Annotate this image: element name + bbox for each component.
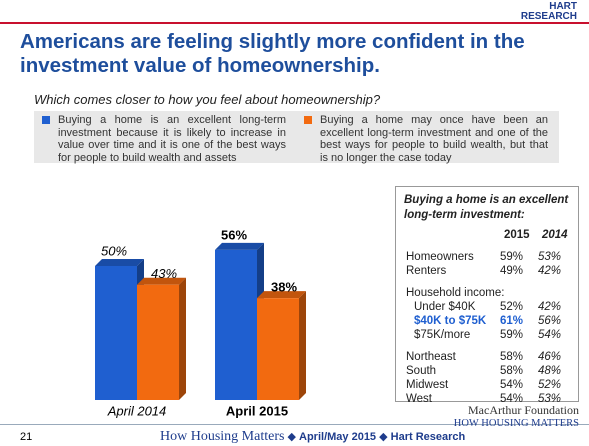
table-row: Renters 49% 42% [406,265,574,279]
cell: 48% [538,365,562,377]
title: Americans are feeling slightly more conf… [20,30,525,77]
table-row: Midwest 54% 52% [406,379,574,393]
cell: 58% [500,365,524,377]
table-title: Buying a home is an excellent long-term … [404,194,569,221]
cell: 56% [538,315,562,327]
bar [95,266,137,400]
x-tick-label: April 2014 [107,403,167,418]
row-label: Homeowners [406,251,474,263]
value-label: 56% [221,227,247,242]
legend: Buying a home is an excellent long-term … [34,111,559,164]
cell: 53% [538,393,562,405]
row-label: West [406,393,432,405]
bar [257,298,299,400]
logo-line: RESEARCH [520,11,577,22]
bar-top [257,291,306,299]
table-row: $75K/more 59% 54% [406,329,574,343]
row-label: $75K/more [414,329,471,341]
page-number: 21 [20,431,33,443]
footer: How Housing Matters ◆ April/May 2015 ◆ H… [160,429,466,444]
footer-logo-line: HOW HOUSING MATTERS [453,418,579,429]
row-label: Renters [406,265,447,277]
x-tick-label: April 2015 [226,403,288,418]
value-label: 43% [151,266,177,281]
legend-entry: Buying a home is an excellent long-term … [58,114,286,164]
bar-top [215,242,264,250]
table-row: Under $40K 52% 42% [406,301,574,315]
table-row: Northeast 58% 46% [406,351,574,365]
row-heading: Household income: [406,287,505,299]
row-label: Northeast [406,351,456,363]
legend-entry: Buying a home may once have been an exce… [320,114,548,164]
cell: 42% [538,301,562,313]
cell: 52% [538,379,562,391]
cell: 59% [500,329,524,341]
cell: 61% [500,315,524,327]
cell: 49% [500,265,524,277]
footer-logo: MacArthur Foundation HOW HOUSING MATTERS [454,403,579,429]
footer-org: Hart Research [390,431,466,443]
table-row: West 54% 53% [406,393,574,407]
legend-swatch [304,116,312,124]
bar [215,249,257,400]
footer-rule [0,424,589,425]
table-row: $40K to $75K 61% 56% [406,315,574,329]
value-label: 38% [271,280,297,295]
row-label: South [406,365,437,377]
logo: HART RESEARCH [521,2,577,22]
row-label: Midwest [406,379,449,391]
bar-side [299,291,306,400]
table: Buying a home is an excellent long-term … [395,186,579,405]
cell: 46% [538,351,562,363]
cell: 54% [500,393,524,405]
table-row: South 58% 48% [406,365,574,379]
row-label: Under $40K [414,301,476,313]
cell: 53% [538,251,562,263]
column-header: 2015 [504,229,530,241]
table-row: Homeowners 59% 53% [406,251,574,265]
footer-logo-line: MacArthur Foundation [468,403,579,417]
row-label: $40K to $75K [414,315,487,327]
bar-top [137,277,186,285]
footer-date: April/May 2015 [299,431,377,443]
footer-text: How Housing Matters [160,429,285,444]
logo-line: HART [549,1,577,12]
cell: 54% [538,329,562,341]
legend-swatch [42,116,50,124]
value-label: 50% [101,243,127,258]
bar-side [179,277,186,400]
subtitle: Which comes closer to how you feel about… [34,92,381,107]
rule [0,22,589,24]
bar [137,284,179,400]
cell: 42% [538,265,562,277]
bar-top [95,259,144,266]
cell: 52% [500,301,524,313]
cell: 58% [500,351,524,363]
cell: 54% [500,379,524,391]
column-header: 2014 [542,229,568,241]
cell: 59% [500,251,524,263]
